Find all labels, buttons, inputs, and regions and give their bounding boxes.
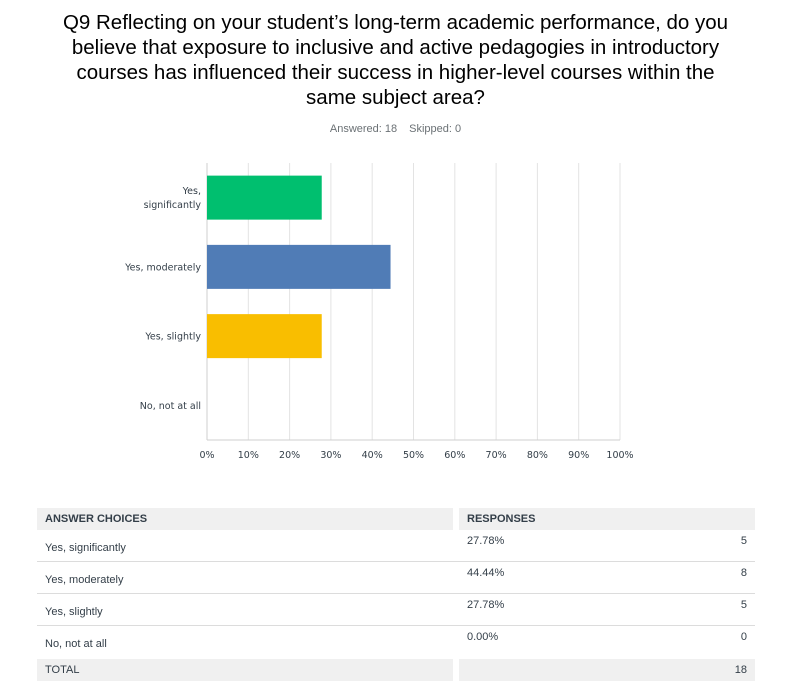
choice-label: Yes, slightly [37, 593, 453, 626]
x-tick-label: 50% [403, 450, 424, 461]
response-percent: 27.78% [459, 530, 653, 562]
response-percent: 0.00% [459, 625, 653, 659]
category-label: No, not at all [140, 401, 201, 412]
bar-chart: 0% 10% 20% 30% 40% 50% 60% 70% 80% 90% 100% Yes, sig… [124, 163, 634, 461]
table-row: No, not at all 0.00% 0 [37, 625, 755, 659]
x-tick-label: 70% [486, 450, 507, 461]
response-count: 5 [652, 530, 755, 562]
category-label: significantly [144, 200, 202, 211]
response-percent: 44.44% [459, 561, 653, 594]
total-count: 18 [652, 657, 755, 681]
category-label: Yes, moderately [124, 262, 201, 273]
bar [207, 244, 391, 289]
bar [207, 314, 322, 359]
question-title-line: believe that exposure to inclusive and a… [71, 36, 720, 59]
question-title: Q9 Reflecting on your student’s long-ter… [40, 10, 751, 110]
table-total-row: TOTAL 18 [37, 657, 755, 681]
table-header-row: ANSWER CHOICES RESPONSES [37, 508, 755, 530]
bar [207, 175, 322, 220]
table-row: Yes, significantly 27.78% 5 [37, 530, 755, 562]
x-tick-label: 40% [362, 450, 383, 461]
response-stats: Answered: 18 Skipped: 0 [0, 123, 791, 135]
response-count: 8 [652, 561, 755, 594]
table-row: Yes, slightly 27.78% 5 [37, 593, 755, 626]
header-responses: RESPONSES [459, 508, 755, 530]
x-tick-label: 60% [444, 450, 465, 461]
x-tick-label: 0% [199, 450, 214, 461]
header-answer-choices: ANSWER CHOICES [37, 508, 453, 530]
category-label: Yes, slightly [144, 332, 201, 343]
category-label: Yes, [182, 186, 201, 197]
x-tick-label: 10% [238, 450, 259, 461]
total-label: TOTAL [37, 657, 453, 681]
question-title-line: same subject area? [306, 86, 485, 109]
response-percent: 27.78% [459, 593, 653, 626]
results-table: ANSWER CHOICES RESPONSES Yes, significan… [37, 508, 755, 681]
x-tick-label: 20% [279, 450, 300, 461]
x-tick-label: 100% [606, 450, 633, 461]
choice-label: Yes, significantly [37, 530, 453, 562]
question-title-line: courses has influenced their success in … [76, 61, 715, 84]
response-count: 5 [652, 593, 755, 626]
choice-label: No, not at all [37, 625, 453, 659]
response-count: 0 [652, 625, 755, 659]
answered-count: Answered: 18 [329, 123, 398, 135]
x-tick-label: 30% [320, 450, 341, 461]
choice-label: Yes, moderately [37, 561, 453, 594]
x-tick-label: 90% [568, 450, 589, 461]
skipped-count: Skipped: 0 [409, 123, 462, 135]
x-tick-label: 80% [527, 450, 548, 461]
question-title-line: Q9 Reflecting on your student’s long-ter… [62, 11, 729, 34]
table-row: Yes, moderately 44.44% 8 [37, 561, 755, 594]
